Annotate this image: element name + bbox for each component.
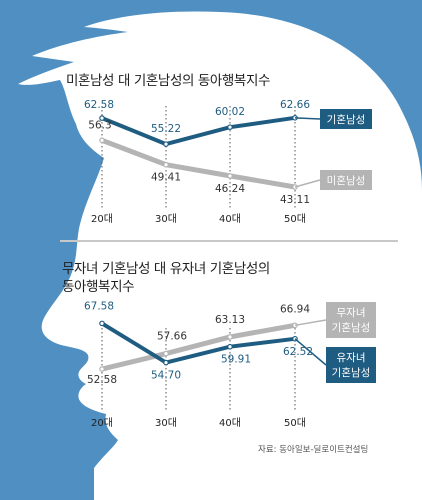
legend-box bbox=[326, 347, 376, 383]
data-point bbox=[99, 366, 105, 372]
legend-label: 기혼남성 bbox=[332, 366, 371, 379]
data-point bbox=[163, 141, 169, 147]
category-label: 50대 bbox=[284, 213, 306, 225]
data-point bbox=[99, 137, 105, 144]
data-point bbox=[227, 334, 233, 340]
legend-box bbox=[326, 302, 376, 338]
data-point bbox=[99, 115, 105, 121]
data-label: 49.41 bbox=[151, 172, 181, 184]
series-line-1 bbox=[99, 322, 298, 372]
category-label: 20대 bbox=[91, 417, 113, 429]
data-point bbox=[99, 320, 105, 327]
data-label: 54.70 bbox=[151, 370, 181, 382]
source-note: 자료: 동아일보-딜로이트컨설팅 bbox=[258, 445, 369, 455]
category-label: 30대 bbox=[155, 213, 177, 225]
category-label: 40대 bbox=[219, 417, 241, 429]
data-label: 66.94 bbox=[280, 303, 310, 315]
legend-label: 기혼남성 bbox=[327, 113, 366, 126]
chart1-title: 미혼남성 대 기혼남성의 동아행복지수 bbox=[66, 73, 270, 89]
data-label: 56.3 bbox=[88, 119, 111, 131]
data-label: 62.52 bbox=[283, 346, 313, 358]
chart2-title-line1: 무자녀 기혼남성 대 유자녀 기혼남성의 bbox=[62, 261, 270, 277]
legend-connector bbox=[294, 179, 321, 188]
data-label: 59.91 bbox=[221, 354, 251, 366]
data-label: 46.24 bbox=[215, 183, 245, 195]
series-line-2 bbox=[100, 321, 297, 365]
legend-label: 미혼남성 bbox=[327, 174, 366, 187]
data-label: 52.58 bbox=[87, 374, 117, 386]
legend-connector bbox=[294, 338, 327, 366]
head-silhouette bbox=[18, 11, 422, 500]
legend-label: 유자녀 bbox=[337, 352, 366, 364]
data-point bbox=[227, 343, 233, 350]
data-label: 55.22 bbox=[151, 123, 181, 135]
legend-box bbox=[320, 170, 372, 190]
data-point bbox=[227, 124, 233, 130]
legend-connector bbox=[294, 319, 327, 327]
legend-label: 무자녀 bbox=[337, 307, 366, 319]
legend-connector bbox=[294, 117, 321, 120]
legend-box bbox=[320, 109, 372, 129]
data-label: 62.58 bbox=[84, 99, 114, 111]
category-label: 30대 bbox=[155, 417, 177, 429]
chart2-title-line2: 동아행복지수 bbox=[62, 279, 135, 295]
category-label: 40대 bbox=[219, 213, 241, 225]
legend-label: 기혼남성 bbox=[332, 321, 371, 334]
series-line-2 bbox=[99, 137, 298, 190]
category-label: 50대 bbox=[284, 417, 306, 429]
data-point bbox=[163, 350, 169, 357]
category-label: 20대 bbox=[91, 213, 113, 225]
data-point bbox=[227, 173, 233, 179]
data-label: 43.11 bbox=[280, 194, 310, 206]
data-label: 57.66 bbox=[157, 331, 187, 343]
data-point bbox=[163, 161, 169, 168]
data-label: 67.58 bbox=[84, 300, 114, 312]
series-line-1 bbox=[100, 115, 297, 147]
data-point bbox=[163, 359, 169, 366]
data-label: 63.13 bbox=[215, 314, 245, 326]
data-label: 60.02 bbox=[215, 106, 245, 118]
data-label: 62.66 bbox=[280, 99, 310, 111]
